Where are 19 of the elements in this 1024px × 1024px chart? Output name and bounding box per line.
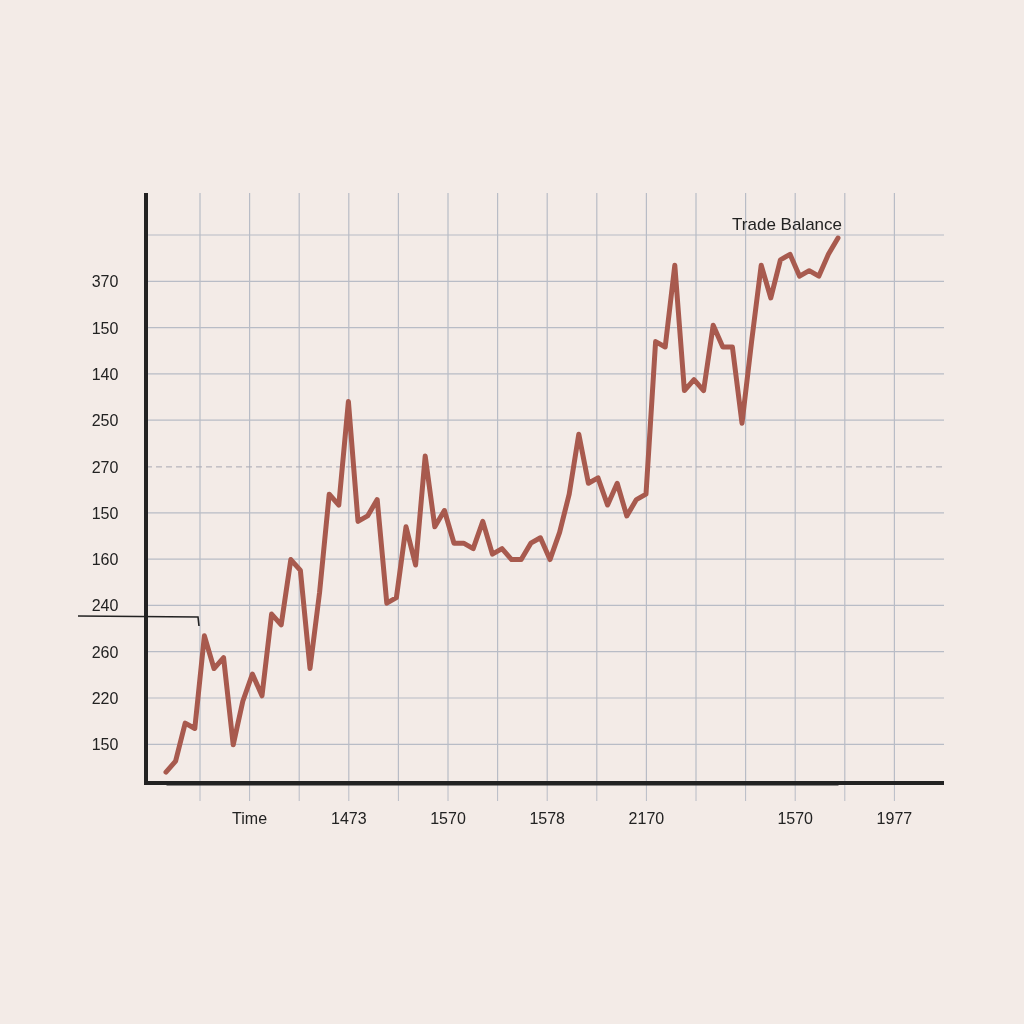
text: 1570 [430,810,466,827]
text: 1473 [331,810,367,827]
text: 160 [91,551,119,569]
text: 250 [91,412,119,430]
text: 220 [91,690,119,707]
text: 150 [91,504,119,522]
text: 370 [91,273,119,291]
text: 1977 [876,810,913,827]
text: 260 [91,643,119,661]
text: Time [232,810,268,827]
text: 150 [91,319,119,337]
text: 240 [91,597,119,615]
text: 1570 [777,810,814,827]
text: 140 [91,365,119,383]
text: 2170 [628,810,665,827]
text: 150 [91,736,119,754]
series-label: Trade Balance [732,215,842,234]
text: 270 [91,458,119,476]
text: 1578 [529,810,566,827]
